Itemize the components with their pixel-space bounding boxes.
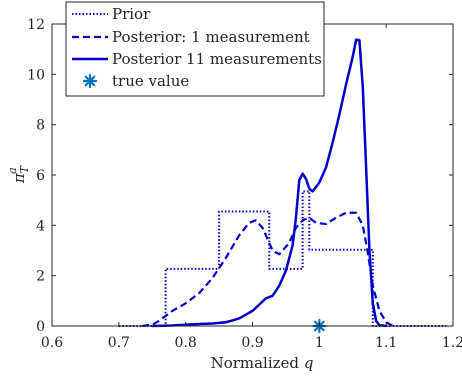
- series-line-1: [142, 211, 394, 328]
- legend-label-posterior-1: Posterior: 1 measurement: [112, 28, 310, 46]
- x-tick-label: 1.2: [442, 335, 462, 351]
- y-tick-label: 2: [36, 269, 45, 285]
- series-layer: [118, 38, 447, 328]
- x-axis-label: Normalized q: [211, 354, 314, 372]
- x-axis-label-text: Normalized: [211, 354, 300, 372]
- series-line-2: [152, 38, 387, 328]
- y-tick-label: 0: [36, 319, 45, 335]
- x-tick-label: 1.1: [375, 335, 397, 351]
- x-tick-label: 0.8: [175, 335, 197, 351]
- legend: Prior Posterior: 1 measurement Posterior…: [65, 1, 325, 97]
- y-tick-label: 10: [27, 67, 45, 83]
- x-tick-label: 0.6: [41, 335, 63, 351]
- legend-label-posterior-11: Posterior 11 measurements: [112, 50, 322, 68]
- legend-label-prior: Prior: [112, 5, 151, 23]
- y-axis-label-base: π: [10, 172, 28, 184]
- y-axis-label-sub: T: [18, 164, 31, 173]
- x-tick-label: 0.7: [108, 335, 130, 351]
- y-axis-label: πTa: [6, 164, 31, 184]
- legend-swatch-true-value: [82, 73, 98, 89]
- legend-label-true-value: true value: [112, 72, 189, 90]
- series-line-0: [118, 190, 447, 327]
- legend-box: [65, 1, 325, 97]
- y-tick-label: 6: [36, 168, 45, 184]
- x-tick-label: 0.9: [241, 335, 263, 351]
- x-axis-label-var: q: [304, 354, 314, 372]
- y-tick-label: 8: [36, 118, 45, 134]
- y-axis-label-sup: a: [6, 167, 19, 174]
- y-tick-label: 12: [27, 17, 45, 33]
- y-tick-label: 4: [36, 218, 45, 234]
- legend-marker-true-value: [82, 73, 98, 89]
- x-tick-label: 1: [315, 335, 324, 351]
